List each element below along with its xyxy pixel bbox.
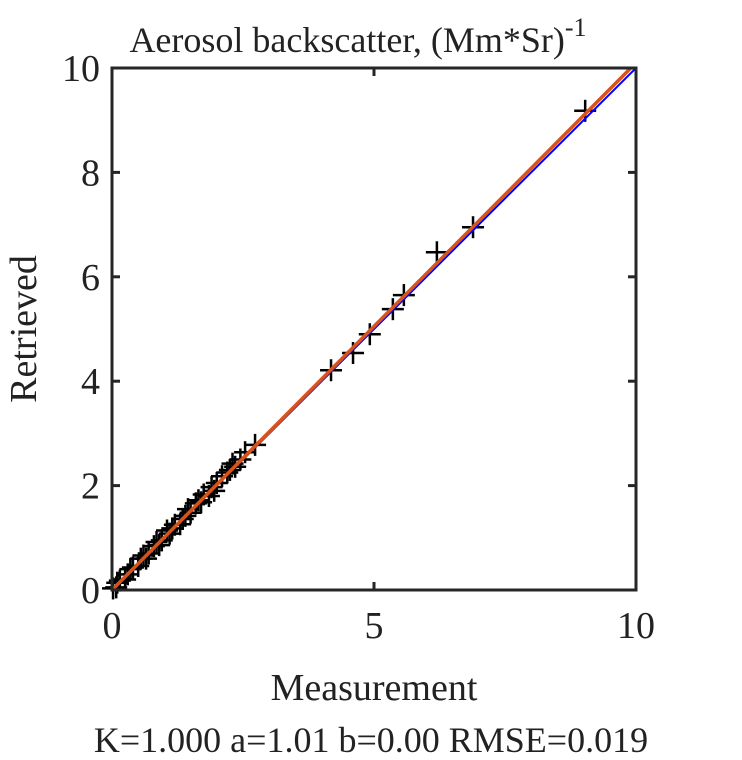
x-tick-label: 0 xyxy=(103,605,122,647)
plot-marks xyxy=(102,68,636,600)
axis-ticks: 0 5 10 0 2 4 6 8 10 xyxy=(62,48,655,647)
y-tick-label: 6 xyxy=(81,257,100,299)
data-point xyxy=(145,530,168,553)
fit-line xyxy=(110,68,634,592)
y-tick-label: 8 xyxy=(81,152,100,194)
y-tick-label: 10 xyxy=(62,48,100,90)
chart-title-superscript: -1 xyxy=(565,13,587,42)
data-point xyxy=(203,479,226,502)
data-point xyxy=(156,519,179,542)
y-tick-label: 2 xyxy=(81,466,100,508)
y-tick-label: 4 xyxy=(81,361,100,403)
stats-annotation: K=1.000 a=1.01 b=0.00 RMSE=0.019 xyxy=(94,720,648,760)
chart-title: Aerosol backscatter, (Mm*Sr)-1 xyxy=(129,13,586,60)
data-point xyxy=(425,241,448,264)
data-point xyxy=(132,544,155,567)
y-tick-label: 0 xyxy=(81,570,100,612)
chart-title-text: Aerosol backscatter, (Mm*Sr) xyxy=(129,20,564,60)
x-tick-label: 5 xyxy=(365,605,384,647)
data-point xyxy=(187,489,210,512)
x-tick-label: 10 xyxy=(617,605,655,647)
y-axis-label: Retrieved xyxy=(3,255,45,403)
x-axis-label: Measurement xyxy=(271,667,478,709)
